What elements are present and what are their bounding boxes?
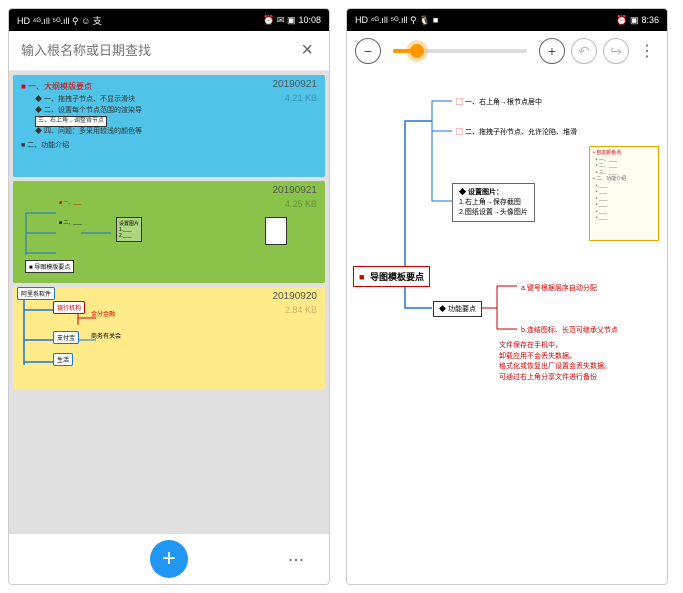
more-icon[interactable]: ⋮ bbox=[635, 41, 659, 61]
phone-left: HD ⁴ᴳ.ıll ⁵ᴳ.ıll ⚲ ☺ 支 ⏰ ✉ ▣ 10:08 × 201… bbox=[8, 8, 330, 585]
zoom-out-button[interactable]: − bbox=[355, 38, 381, 64]
mindmap-root-node[interactable]: 导图模板要点 bbox=[353, 266, 430, 287]
status-time: 8:36 bbox=[641, 15, 659, 25]
card-size: 4.21 KB bbox=[285, 93, 317, 103]
search-input[interactable] bbox=[21, 43, 297, 58]
mindmap-node[interactable]: 二、拖拽子孙节点、允许沦陷、堆滑 bbox=[452, 125, 581, 139]
card-item[interactable]: 20190920 2.84 KB 阿里系软件 银行机构 金分金融 支付宝 商务有… bbox=[13, 287, 325, 389]
close-icon[interactable]: × bbox=[297, 39, 317, 62]
status-left-icons: HD ⁴ᴳ.ıll ⁵ᴳ.ıll ⚲ 🐧 ■ bbox=[355, 15, 438, 26]
mindmap-canvas[interactable]: 导图模板要点 一、右上角→根节点居中 二、拖拽子孙节点、允许沦陷、堆滑 ◆ 设置… bbox=[347, 71, 667, 584]
mindmap-node[interactable]: 一、右上角→根节点居中 bbox=[452, 95, 546, 109]
card-preview: ■ 一、___ ■ 二、___ 设置图片1.___2.___ ■ 导图模版要点 bbox=[21, 187, 317, 277]
slider-thumb[interactable] bbox=[410, 44, 424, 58]
mindmap-node[interactable]: b.连结图标、长范可继承父节点 bbox=[517, 323, 622, 337]
status-right-icons: ⏰ ✉ ▣ bbox=[263, 15, 295, 26]
undo-button[interactable]: ↶ bbox=[571, 38, 597, 64]
zoom-in-button[interactable]: + bbox=[539, 38, 565, 64]
share-button[interactable]: ↪ bbox=[603, 38, 629, 64]
mindmap-warning-text: 文件保存在手机中， 卸载应用不会丢失数据。 格式化或恢复出厂设置会丢失数据。 可… bbox=[495, 339, 615, 385]
search-bar: × bbox=[9, 31, 329, 71]
add-button[interactable]: + bbox=[150, 540, 188, 578]
card-item[interactable]: 20190921 4.25 KB ■ 一、___ ■ 二、___ 设置图片1._… bbox=[13, 181, 325, 283]
mindmap-detail-box[interactable]: • 自定颜色点 • —、___ • 二、___ • 三、___ • 二、功能介绍… bbox=[589, 146, 659, 241]
more-icon[interactable]: ⋮ bbox=[286, 552, 305, 566]
toolbar: − + ↶ ↪ ⋮ bbox=[347, 31, 667, 71]
status-bar: HD ⁴ᴳ.ıll ⁵ᴳ.ıll ⚲ 🐧 ■ ⏰ ▣ 8:36 bbox=[347, 9, 667, 31]
mindmap-node[interactable]: a.键号根据层序自动分配 bbox=[517, 281, 601, 295]
phone-right: HD ⁴ᴳ.ıll ⁵ᴳ.ıll ⚲ 🐧 ■ ⏰ ▣ 8:36 − + ↶ ↪ … bbox=[346, 8, 668, 585]
card-item[interactable]: 20190921 4.21 KB ■ 一、大纲模版要点 ◆ 一、拖拽子节点、不显… bbox=[13, 75, 325, 177]
status-left-icons: HD ⁴ᴳ.ıll ⁵ᴳ.ıll ⚲ ☺ 支 bbox=[17, 14, 102, 27]
mindmap-node[interactable]: 功能要点 bbox=[433, 301, 482, 317]
card-date: 20190920 bbox=[273, 291, 318, 302]
status-bar: HD ⁴ᴳ.ıll ⁵ᴳ.ıll ⚲ ☺ 支 ⏰ ✉ ▣ 10:08 bbox=[9, 9, 329, 31]
mindmap-node[interactable]: ◆ 设置图片： 1.右上角→保存截图 2.图纸设置→头像图片 bbox=[452, 183, 535, 222]
status-right-icons: ⏰ ▣ bbox=[616, 15, 638, 26]
card-size: 2.84 KB bbox=[285, 305, 317, 315]
card-preview: ■ 一、大纲模版要点 ◆ 一、拖拽子节点、不显示滑块 ◆ 二、设置每个节点范围的… bbox=[21, 81, 317, 151]
card-date: 20190921 bbox=[273, 79, 318, 90]
bottom-bar: + ⋮ bbox=[9, 534, 329, 584]
zoom-slider[interactable] bbox=[393, 49, 527, 53]
status-time: 10:08 bbox=[298, 15, 321, 25]
card-list[interactable]: 20190921 4.21 KB ■ 一、大纲模版要点 ◆ 一、拖拽子节点、不显… bbox=[9, 71, 329, 534]
